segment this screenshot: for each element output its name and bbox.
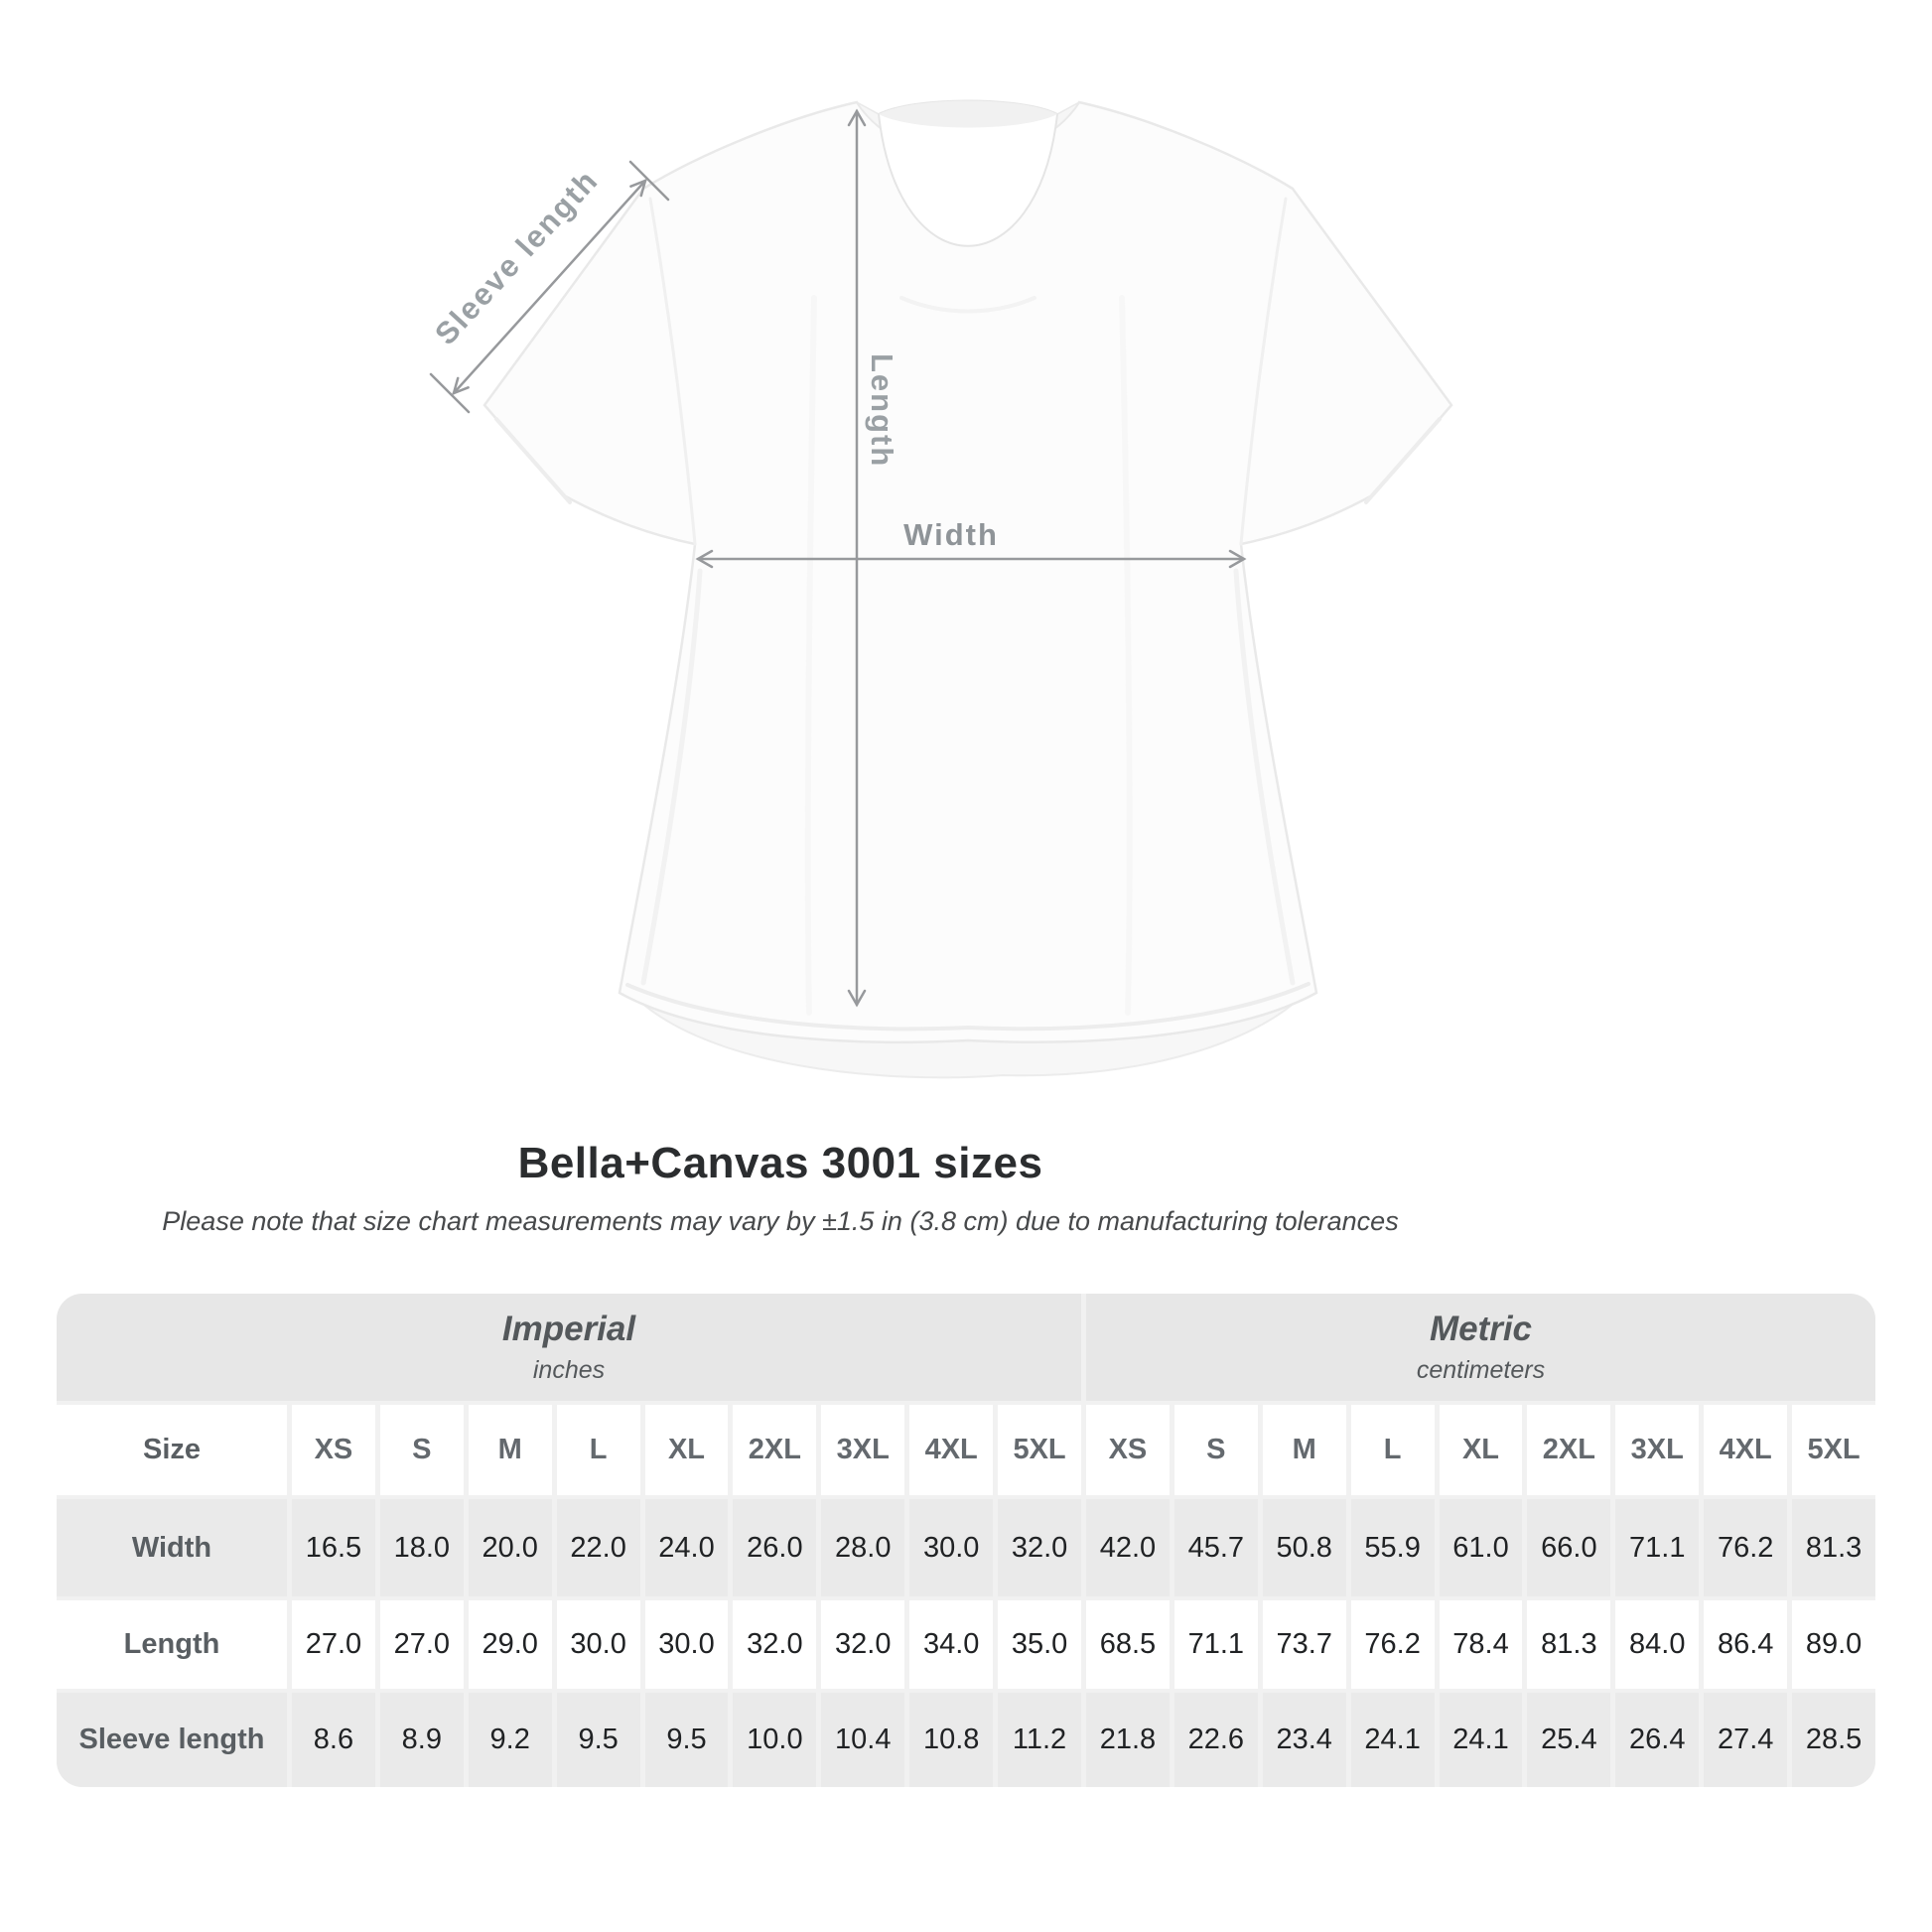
value-cell-imperial: 30.0 [644,1600,729,1689]
value-cell-metric: 42.0 [1085,1499,1170,1596]
value-cell-metric: 27.4 [1704,1693,1788,1787]
value-cell-metric: 71.1 [1173,1600,1258,1689]
value-cell-metric: 81.3 [1792,1499,1875,1596]
value-cell-imperial: 9.5 [644,1693,729,1787]
tshirt-seams [494,197,1442,1032]
tshirt-back-collar [879,100,1057,128]
value-cell-imperial: 29.0 [468,1600,552,1689]
value-cell-imperial: 20.0 [468,1499,552,1596]
tshirt-measurement-diagram: Sleeve length Length Width [428,99,1453,1079]
value-cell-imperial: 11.2 [998,1693,1081,1787]
value-cell-metric: 45.7 [1173,1499,1258,1596]
value-cell-metric: 61.0 [1439,1499,1523,1596]
imperial-section-label: Imperial [501,1310,636,1348]
tolerance-note: Please note that size chart measurements… [162,1206,1399,1236]
sleeve-dimension-arrow [429,160,670,414]
value-cell-metric: 21.8 [1085,1693,1170,1787]
value-cell-imperial: 8.6 [292,1693,375,1787]
size-column-header-imperial-5xl: 5XL [998,1405,1081,1495]
value-cell-imperial: 22.0 [556,1499,640,1596]
value-cell-metric: 24.1 [1439,1693,1523,1787]
row-label-width: Width [57,1499,287,1596]
value-cell-metric: 28.5 [1792,1693,1875,1787]
metric-section-label: Metric [1429,1310,1533,1348]
size-column-header-metric-5xl: 5XL [1792,1405,1875,1495]
value-cell-metric: 84.0 [1615,1600,1700,1689]
value-cell-metric: 76.2 [1350,1600,1435,1689]
page-title: Bella+Canvas 3001 sizes [517,1139,1043,1187]
value-cell-metric: 86.4 [1704,1600,1788,1689]
size-column-header-metric-m: M [1262,1405,1346,1495]
size-column-header-metric-xl: XL [1439,1405,1523,1495]
row-label-sleeve-length: Sleeve length [57,1693,287,1787]
value-cell-imperial: 28.0 [821,1499,905,1596]
value-cell-imperial: 8.9 [379,1693,464,1787]
size-chart-table: Imperial inches Metric centimeters Size … [57,1294,1875,1787]
value-cell-metric: 66.0 [1527,1499,1611,1596]
size-column-header-metric-l: L [1350,1405,1435,1495]
size-column-header-metric-s: S [1173,1405,1258,1495]
value-cell-imperial: 35.0 [998,1600,1081,1689]
imperial-section-unit: inches [532,1356,606,1384]
value-cell-metric: 24.1 [1350,1693,1435,1787]
metric-section-header: Metric centimeters [1085,1294,1875,1401]
value-cell-metric: 23.4 [1262,1693,1346,1787]
size-column-header-imperial-2xl: 2XL [733,1405,817,1495]
imperial-section-header: Imperial inches [57,1294,1081,1401]
value-cell-imperial: 30.0 [909,1499,994,1596]
width-dimension-arrow [695,549,1247,569]
value-cell-imperial: 16.5 [292,1499,375,1596]
tshirt-diagram-svg: Sleeve length Length Width [428,99,1453,1079]
value-cell-metric: 26.4 [1615,1693,1700,1787]
value-cell-metric: 89.0 [1792,1600,1875,1689]
value-cell-imperial: 27.0 [292,1600,375,1689]
value-cell-imperial: 9.5 [556,1693,640,1787]
size-column-header-imperial-m: M [468,1405,552,1495]
size-column-header-imperial-s: S [379,1405,464,1495]
metric-section-unit: centimeters [1416,1356,1546,1384]
value-cell-metric: 22.6 [1173,1693,1258,1787]
value-cell-imperial: 10.0 [733,1693,817,1787]
value-cell-metric: 50.8 [1262,1499,1346,1596]
value-cell-imperial: 32.0 [998,1499,1081,1596]
value-cell-imperial: 32.0 [733,1600,817,1689]
size-column-header-imperial-xl: XL [644,1405,729,1495]
value-cell-metric: 55.9 [1350,1499,1435,1596]
value-cell-metric: 71.1 [1615,1499,1700,1596]
value-cell-metric: 81.3 [1527,1600,1611,1689]
size-column-header-metric-3xl: 3XL [1615,1405,1700,1495]
width-label: Width [903,517,999,552]
value-cell-imperial: 32.0 [821,1600,905,1689]
value-cell-imperial: 30.0 [556,1600,640,1689]
size-column-header-metric-2xl: 2XL [1527,1405,1611,1495]
value-cell-imperial: 10.8 [909,1693,994,1787]
size-column-header-imperial-3xl: 3XL [821,1405,905,1495]
row-label-length: Length [57,1600,287,1689]
value-cell-imperial: 18.0 [379,1499,464,1596]
value-cell-metric: 78.4 [1439,1600,1523,1689]
size-column-header-imperial-4xl: 4XL [909,1405,994,1495]
size-column-header-metric-xs: XS [1085,1405,1170,1495]
tshirt-body [483,100,1453,1043]
length-label: Length [865,353,899,468]
size-column-header-metric-4xl: 4XL [1704,1405,1788,1495]
value-cell-metric: 68.5 [1085,1600,1170,1689]
value-cell-imperial: 34.0 [909,1600,994,1689]
value-cell-imperial: 9.2 [468,1693,552,1787]
value-cell-metric: 25.4 [1527,1693,1611,1787]
value-cell-imperial: 26.0 [733,1499,817,1596]
heading-block: Bella+Canvas 3001 sizes Please note that… [0,1139,1561,1237]
value-cell-imperial: 27.0 [379,1600,464,1689]
size-column-header-imperial-l: L [556,1405,640,1495]
value-cell-imperial: 10.4 [821,1693,905,1787]
size-column-header-imperial-xs: XS [292,1405,375,1495]
value-cell-metric: 76.2 [1704,1499,1788,1596]
value-cell-imperial: 24.0 [644,1499,729,1596]
size-header-label: Size [57,1405,287,1495]
value-cell-metric: 73.7 [1262,1600,1346,1689]
